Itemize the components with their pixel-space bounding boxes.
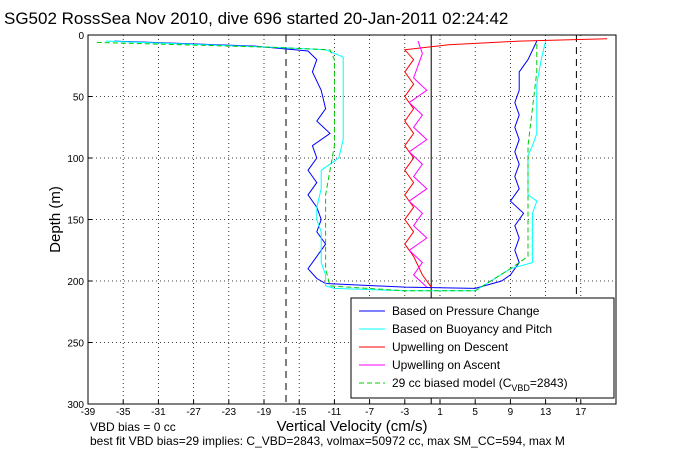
- x-tick-label: 9: [508, 407, 514, 418]
- legend-label-text: 29 cc biased model (C: [392, 376, 512, 390]
- x-axis-label: Vertical Velocity (cm/s): [277, 418, 428, 435]
- legend-label-subscript: VBD: [511, 383, 530, 393]
- series-group: [96, 38, 608, 292]
- legend-label-text: Upwelling on Descent: [392, 340, 509, 354]
- x-tick-label: -7: [365, 407, 374, 418]
- x-tick-label: -3: [400, 407, 409, 418]
- x-tick-label: -11: [328, 407, 342, 418]
- series-line-1: [105, 40, 547, 292]
- y-tick-label: 200: [67, 277, 84, 288]
- x-tick-label: -35: [116, 407, 131, 418]
- y-tick-label: 50: [73, 93, 85, 104]
- series-line-4: [96, 41, 538, 292]
- y-tick-label: 300: [67, 400, 84, 411]
- best-fit-note: best fit VBD bias=29 implies: C_VBD=2843…: [90, 434, 565, 448]
- x-tick-label: -23: [222, 407, 237, 418]
- legend-box: [350, 297, 615, 399]
- legend-item-label: Based on Pressure Change: [392, 304, 540, 318]
- x-tick-label: 17: [575, 407, 587, 418]
- x-tick-label: -15: [292, 407, 307, 418]
- series-line-0: [114, 40, 538, 289]
- y-axis-label: Depth (m): [47, 186, 64, 253]
- x-tick-label: 13: [540, 407, 552, 418]
- y-tick-label: 100: [67, 154, 84, 165]
- legend-label-text: Based on Buoyancy and Pitch: [392, 322, 552, 336]
- legend-item-label: 29 cc biased model (CVBD=2843): [392, 376, 568, 393]
- legend: Based on Pressure Change Based on Buoyanc…: [350, 297, 615, 399]
- series-line-2: [403, 38, 608, 288]
- legend-label-text: Upwelling on Ascent: [392, 358, 501, 372]
- series-line-3: [408, 40, 428, 288]
- legend-item-label: Upwelling on Ascent: [392, 358, 501, 372]
- legend-item-label: Upwelling on Descent: [392, 340, 509, 354]
- x-tick-label: -27: [186, 407, 201, 418]
- x-tick-label: 5: [472, 407, 478, 418]
- x-tick-label: 1: [437, 407, 443, 418]
- chart-title: SG502 RossSea Nov 2010, dive 696 started…: [4, 9, 508, 28]
- x-tick-label: -19: [257, 407, 272, 418]
- vbd-bias-note: VBD bias = 0 cc: [90, 420, 176, 434]
- y-tick-label: 0: [78, 31, 84, 42]
- legend-label-text: Based on Pressure Change: [392, 304, 540, 318]
- y-tick-label: 150: [67, 216, 84, 227]
- y-tick-label: 250: [67, 339, 84, 350]
- y-axis-ticks: 0 50 100 150 200 250 300: [67, 31, 92, 411]
- legend-label-suffix: =2843): [530, 376, 568, 390]
- x-axis-ticks: -39 -35 -31 -27 -23 -19 -15 -11 -7 -3 1 5 9 13 17: [81, 400, 587, 418]
- legend-item-label: Based on Buoyancy and Pitch: [392, 322, 552, 336]
- x-tick-label: -39: [81, 407, 96, 418]
- x-tick-label: -31: [151, 407, 166, 418]
